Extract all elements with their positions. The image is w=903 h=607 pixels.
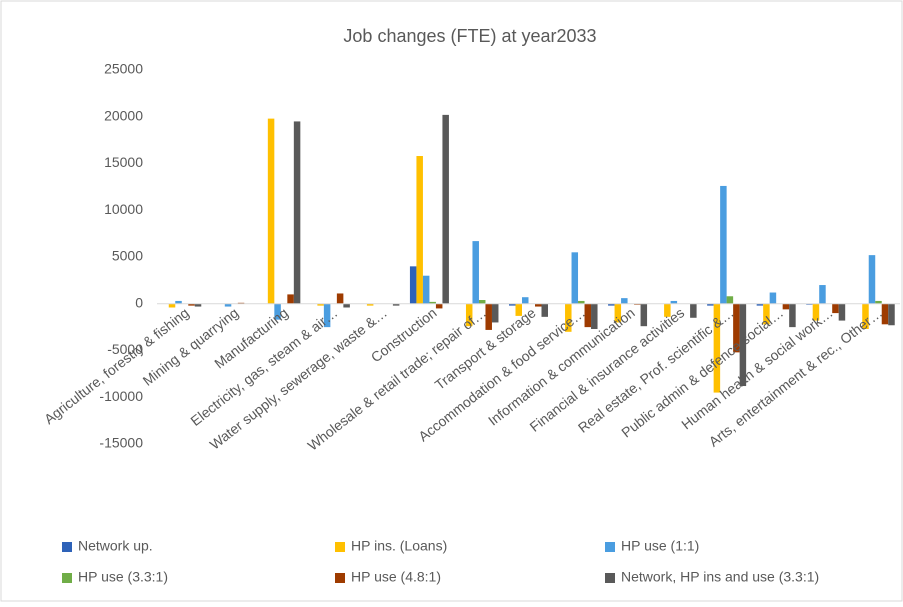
bar: [769, 292, 777, 304]
bar: [422, 275, 430, 304]
bar: [881, 303, 889, 325]
bar: [664, 303, 671, 317]
bar: [522, 297, 529, 304]
bar: [485, 303, 492, 330]
bar: [336, 293, 344, 304]
bar: [491, 303, 499, 323]
bar: [819, 285, 826, 304]
bar: [614, 303, 622, 323]
legend-label: HP ins. (Loans): [351, 538, 447, 554]
bar: [323, 303, 331, 328]
bar: [862, 303, 869, 329]
bar: [478, 300, 486, 304]
bar: [640, 303, 648, 327]
bar: [832, 303, 839, 314]
bar: [168, 303, 176, 308]
bar: [535, 303, 542, 307]
bar: [317, 303, 324, 306]
bar: [565, 303, 572, 332]
bar: [435, 303, 443, 309]
bar: [267, 118, 275, 304]
legend-swatch: [62, 542, 72, 552]
bar: [789, 303, 796, 328]
bar: [472, 241, 479, 304]
bar: [812, 303, 820, 321]
bar: [763, 303, 770, 325]
bar: [578, 300, 585, 304]
bar: [690, 303, 697, 318]
bar: [416, 156, 423, 304]
bar: [621, 298, 628, 304]
bar: [739, 303, 747, 387]
legend-label: HP use (3.3:1): [78, 569, 168, 585]
bar: [875, 300, 882, 304]
legend-label: Network, HP ins and use (3.3:1): [621, 569, 819, 585]
bar: [608, 303, 615, 306]
bar: [782, 303, 790, 310]
bar: [868, 255, 876, 304]
bar: [175, 300, 182, 304]
bar: [591, 303, 598, 329]
bar: [733, 303, 740, 353]
bar: [888, 303, 895, 326]
y-tick-label: 0: [135, 294, 143, 310]
legend-label: HP use (1:1): [621, 538, 699, 554]
bar: [194, 303, 202, 307]
y-tick-label: 10000: [104, 201, 143, 217]
chart-title: Job changes (FTE) at year2033: [343, 26, 596, 46]
bar: [287, 294, 294, 304]
bar: [838, 303, 846, 321]
bar: [670, 300, 678, 304]
bar: [713, 303, 721, 393]
y-tick-label: -10000: [99, 388, 143, 404]
y-tick-label: 20000: [104, 107, 143, 123]
bar: [224, 303, 232, 307]
bar: [293, 121, 301, 304]
legend-swatch: [62, 573, 72, 583]
y-tick-label: -15000: [99, 435, 143, 451]
bar: [571, 252, 579, 304]
bar: [366, 303, 374, 306]
bar: [392, 303, 400, 306]
bar: [465, 303, 473, 327]
y-tick-label: 25000: [104, 61, 143, 77]
bar: [707, 303, 714, 306]
bar: [584, 303, 592, 328]
bar: [515, 303, 522, 316]
legend-swatch: [605, 542, 615, 552]
bar: [509, 303, 516, 306]
bar: [274, 303, 281, 320]
y-tick-label: -5000: [107, 341, 143, 357]
bar: [756, 303, 764, 306]
bar: [442, 114, 449, 304]
y-tick-label: 15000: [104, 154, 143, 170]
bar: [343, 303, 350, 308]
bar: [188, 303, 195, 306]
bar: [726, 296, 734, 304]
y-tick-label: 5000: [112, 248, 143, 264]
legend-swatch: [605, 573, 615, 583]
legend-swatch: [335, 542, 345, 552]
legend-swatch: [335, 573, 345, 583]
bar: [720, 185, 727, 304]
bar: [429, 301, 436, 304]
bar: [409, 266, 417, 304]
legend-label: HP use (4.8:1): [351, 569, 441, 585]
bar: [541, 303, 548, 317]
legend-label: Network up.: [78, 538, 153, 554]
